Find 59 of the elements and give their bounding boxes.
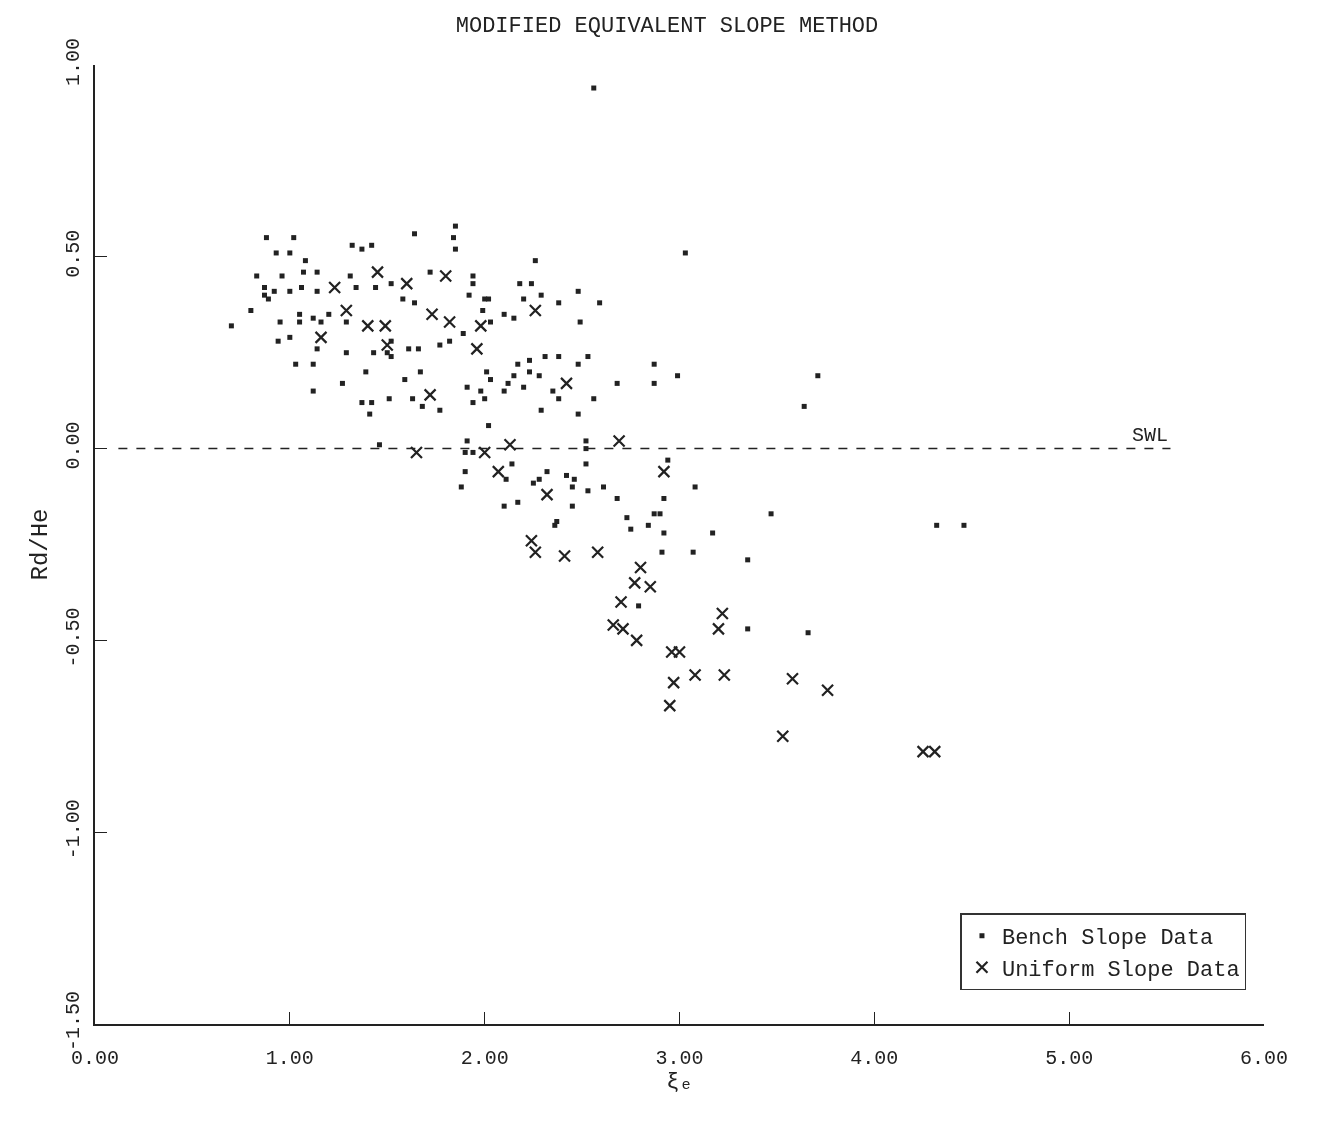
legend-label: Uniform Slope Data xyxy=(1001,957,1240,983)
point xyxy=(557,549,572,563)
point xyxy=(711,622,726,636)
point xyxy=(370,265,385,279)
y-axis-title: Rd/He xyxy=(26,508,54,581)
point xyxy=(380,338,394,352)
point xyxy=(423,388,437,402)
point xyxy=(528,303,542,318)
chart-title: MODIFIED EQUIVALENT SLOPE METHOD xyxy=(455,14,879,40)
y-tick-label: -1.00 xyxy=(62,799,86,860)
point xyxy=(339,303,353,318)
point xyxy=(614,595,628,609)
y-tick-label: 1.00 xyxy=(62,37,86,87)
x-tick-label: 4.00 xyxy=(850,1046,899,1070)
point xyxy=(400,277,414,291)
point xyxy=(667,676,681,690)
point xyxy=(439,269,453,283)
x-tick-label: 5.00 xyxy=(1045,1046,1094,1070)
y-tick-label: 0.00 xyxy=(62,421,86,470)
point xyxy=(470,342,484,356)
x-axis-title: ξₑ xyxy=(666,1069,693,1095)
legend-label: Bench Slope Data xyxy=(1001,926,1214,952)
point xyxy=(491,465,505,479)
point xyxy=(361,319,375,333)
y-tick-label: -1.50 xyxy=(62,990,86,1052)
point xyxy=(503,438,517,452)
x-tick-label: 1.00 xyxy=(265,1046,314,1070)
y-tick-label: -0.50 xyxy=(62,607,86,668)
point xyxy=(715,606,729,621)
x-tick-label: 2.00 xyxy=(460,1046,509,1070)
point xyxy=(663,699,677,713)
point xyxy=(378,319,392,333)
point xyxy=(540,488,554,502)
ref-line-label: SWL xyxy=(1132,424,1169,447)
point xyxy=(688,668,702,682)
point xyxy=(657,465,671,479)
point xyxy=(612,434,626,448)
x-tick-label: 3.00 xyxy=(655,1046,704,1070)
point xyxy=(633,560,648,575)
point xyxy=(314,330,328,344)
point xyxy=(820,683,835,697)
point xyxy=(524,534,539,548)
point xyxy=(559,376,574,390)
point xyxy=(630,633,644,647)
point xyxy=(474,319,488,333)
y-tick-label: 0.50 xyxy=(62,229,86,278)
point xyxy=(717,668,731,682)
point xyxy=(785,672,800,686)
point xyxy=(328,280,342,295)
point xyxy=(643,580,657,594)
x-tick-label: 6.00 xyxy=(1239,1046,1289,1070)
point xyxy=(425,307,439,321)
point xyxy=(528,545,542,559)
point xyxy=(591,545,605,559)
point xyxy=(628,576,642,590)
point xyxy=(409,445,424,460)
point xyxy=(478,445,492,460)
point xyxy=(776,729,790,743)
point xyxy=(443,315,457,329)
